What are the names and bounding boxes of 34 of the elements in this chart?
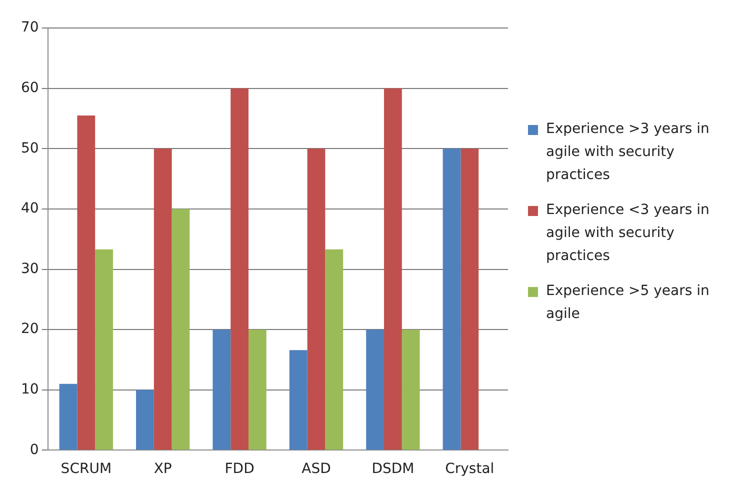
y-tick-label: 40: [20, 200, 39, 217]
bar: [59, 384, 78, 450]
y-tick-label: 70: [20, 20, 39, 36]
bar: [289, 350, 308, 450]
bar: [384, 88, 402, 450]
legend-label: Experience <3 years in agile with security practices: [546, 201, 710, 266]
bar: [307, 148, 326, 450]
x-tick-label: FDD: [224, 461, 254, 478]
bar: [95, 249, 114, 450]
legend-label: Experience >5 years in agile: [546, 282, 710, 324]
y-tick-label: 60: [20, 80, 39, 96]
bar: [154, 148, 172, 450]
y-tick-label: 0: [30, 442, 39, 458]
x-tick-label: Crystal: [445, 461, 494, 478]
x-tick-label: XP: [154, 461, 172, 478]
bar: [460, 148, 479, 450]
y-tick-label: 30: [20, 260, 39, 277]
y-tick-label: 10: [20, 382, 39, 398]
bar: [212, 330, 231, 450]
x-tick-label: DSDM: [372, 461, 414, 478]
y-tick-label: 20: [20, 321, 39, 338]
x-tick-label: SCRUM: [60, 461, 112, 478]
bar: [248, 330, 266, 450]
y-tick-label: 50: [20, 140, 39, 156]
bar: [325, 249, 344, 450]
bar: [230, 88, 249, 450]
x-tick-label: ASD: [302, 461, 331, 478]
bar: [77, 115, 96, 450]
legend-label: Experience >3 years in agile with security practices: [546, 120, 710, 185]
bar: [366, 330, 384, 450]
bar: [442, 148, 461, 450]
bar: [172, 208, 190, 450]
bar: [402, 330, 420, 450]
bar: [136, 390, 154, 450]
